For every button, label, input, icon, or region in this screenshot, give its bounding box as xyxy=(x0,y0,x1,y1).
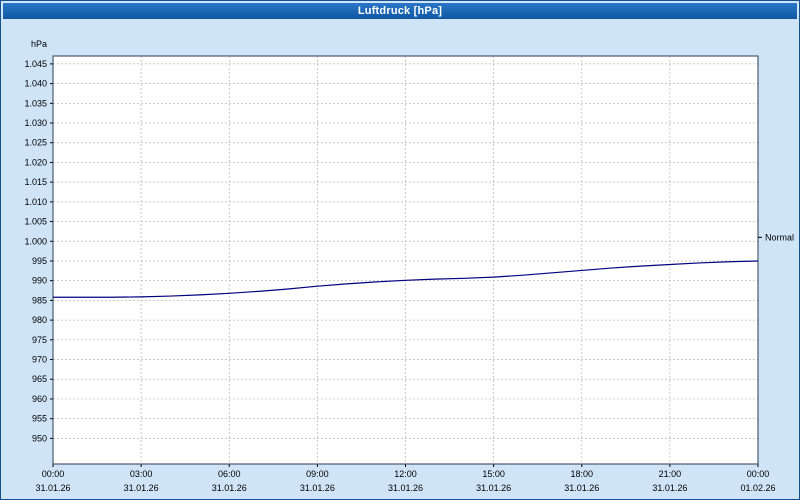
x-time-label: 18:00 xyxy=(570,469,593,479)
x-time-label: 12:00 xyxy=(394,469,417,479)
x-date-label: 31.01.26 xyxy=(124,483,159,493)
y-tick-label: 1.030 xyxy=(24,118,47,128)
pressure-line-series xyxy=(53,260,759,298)
y-tick-label: 995 xyxy=(32,256,47,266)
y-tick-label: 1.035 xyxy=(24,98,47,108)
y-tick-label: 1.025 xyxy=(24,138,47,148)
normal-marker-label: Normal xyxy=(765,232,794,242)
x-time-label: 00:00 xyxy=(747,469,770,479)
window-title-bar[interactable]: Luftdruck [hPa] xyxy=(3,3,797,19)
x-date-label: 31.01.26 xyxy=(212,483,247,493)
y-tick-label: 950 xyxy=(32,433,47,443)
x-date-label: 31.01.26 xyxy=(388,483,423,493)
y-axis-unit-label: hPa xyxy=(31,39,47,49)
y-tick-label: 1.045 xyxy=(24,59,47,69)
x-date-label: 31.01.26 xyxy=(476,483,511,493)
x-time-label: 21:00 xyxy=(659,469,682,479)
y-tick-label: 1.010 xyxy=(24,197,47,207)
x-date-label: 01.02.26 xyxy=(740,483,775,493)
y-tick-label: 960 xyxy=(32,394,47,404)
x-date-label: 31.01.26 xyxy=(564,483,599,493)
y-tick-label: 1.005 xyxy=(24,217,47,227)
x-time-label: 00:00 xyxy=(42,469,65,479)
x-time-label: 15:00 xyxy=(482,469,505,479)
y-tick-label: 970 xyxy=(32,355,47,365)
y-tick-label: 1.040 xyxy=(24,79,47,89)
x-time-label: 03:00 xyxy=(130,469,153,479)
x-date-label: 31.01.26 xyxy=(35,483,70,493)
y-tick-label: 965 xyxy=(32,374,47,384)
y-tick-label: 980 xyxy=(32,315,47,325)
y-tick-label: 1.000 xyxy=(24,236,47,246)
y-tick-label: 955 xyxy=(32,414,47,424)
plot-border xyxy=(52,55,759,465)
y-tick-label: 1.015 xyxy=(24,177,47,187)
y-tick-label: 1.020 xyxy=(24,157,47,167)
window-title: Luftdruck [hPa] xyxy=(357,5,443,17)
y-tick-label: 990 xyxy=(32,276,47,286)
y-tick-label: 975 xyxy=(32,335,47,345)
x-date-label: 31.01.26 xyxy=(300,483,335,493)
y-tick-label: 985 xyxy=(32,295,47,305)
x-time-label: 06:00 xyxy=(218,469,241,479)
x-time-label: 09:00 xyxy=(306,469,329,479)
x-date-label: 31.01.26 xyxy=(652,483,687,493)
